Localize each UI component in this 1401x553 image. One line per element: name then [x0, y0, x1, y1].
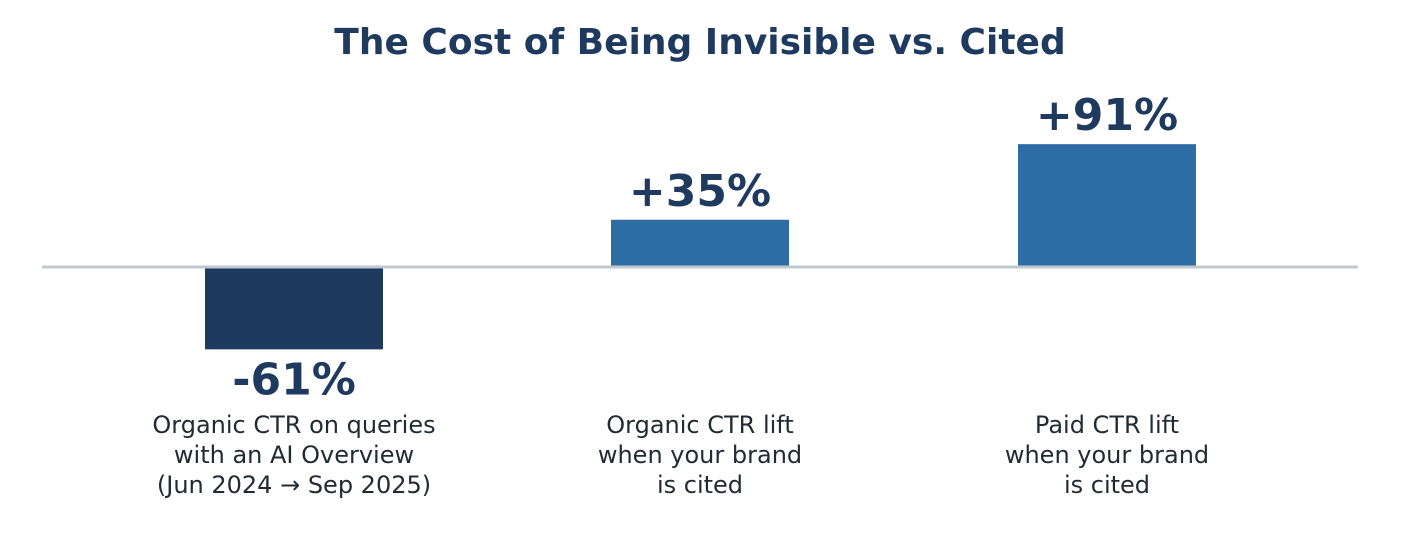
category-label-line: Paid CTR lift — [1035, 411, 1179, 439]
category-label-line: (Jun 2024 → Sep 2025) — [157, 471, 431, 499]
value-label-3: +91% — [1036, 90, 1178, 141]
category-label-line: is cited — [657, 471, 743, 499]
category-label-line: Organic CTR lift — [606, 411, 793, 439]
category-label-2: Organic CTR lift when your brand is cited — [598, 411, 802, 499]
category-label-line: Organic CTR on queries — [152, 411, 435, 439]
bar-3 — [1018, 144, 1196, 267]
category-label-line: is cited — [1064, 471, 1150, 499]
chart-title: The Cost of Being Invisible vs. Cited — [334, 22, 1065, 63]
category-label-line: when your brand — [1005, 441, 1209, 469]
value-label-1: -61% — [232, 354, 356, 405]
value-label-2: +35% — [629, 166, 771, 217]
bar-2 — [611, 219, 789, 267]
bars-layer — [205, 144, 1196, 350]
category-label-3: Paid CTR lift when your brand is cited — [1005, 411, 1209, 499]
category-label-1: Organic CTR on queries with an AI Overvie… — [152, 411, 435, 499]
category-label-line: with an AI Overview — [174, 441, 414, 469]
bar-1 — [205, 267, 383, 350]
category-label-line: when your brand — [598, 441, 802, 469]
labels-layer: -61% Organic CTR on queries with an AI Ove… — [152, 90, 1209, 499]
